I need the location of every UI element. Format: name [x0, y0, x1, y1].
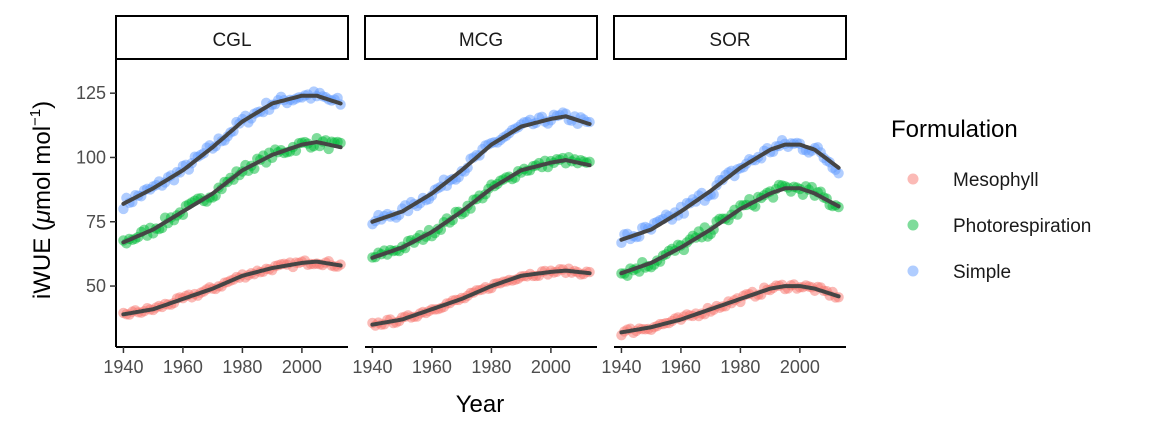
y-axis-title-mu: μ	[29, 210, 56, 224]
legend: Formulation Mesophyll Photorespiration S…	[891, 116, 1091, 283]
legend-label-photorespiration: Photorespiration	[953, 216, 1091, 237]
facet-strip-label-cgl: CGL	[212, 30, 251, 51]
facet-mcg: MCG 1940 1960 1980 2000	[352, 15, 598, 377]
y-tick-label: 100	[76, 147, 106, 167]
y-axis-title-suffix: )	[29, 101, 56, 109]
x-tick-label: 1960	[163, 357, 203, 377]
trend-line-mesophyll-sor	[619, 284, 841, 335]
x-tick-label: 2000	[780, 357, 820, 377]
trend-line-simple-cgl	[121, 93, 343, 206]
x-tick-label: 2000	[282, 357, 322, 377]
trend-line-photorespiration-sor	[619, 186, 841, 276]
x-tick-label: 1980	[222, 357, 262, 377]
y-tick-label: 125	[76, 83, 106, 103]
facet-strip-sor	[613, 15, 847, 60]
facet-strip-cgl	[115, 15, 349, 60]
trend-line-simple-mcg	[370, 114, 592, 224]
x-tick-label: 2000	[531, 357, 571, 377]
legend-title: Formulation	[891, 116, 1018, 143]
legend-key-mesophyll	[907, 173, 919, 185]
legend-key-photorespiration	[907, 219, 919, 231]
facet-strip-label-sor: SOR	[709, 30, 750, 51]
x-axis-title: Year	[456, 391, 505, 418]
x-tick-label: 1980	[471, 357, 511, 377]
x-tick-label: 1940	[352, 357, 392, 377]
facet-sor: SOR 1940 1960 1980 2000	[601, 15, 847, 377]
x-tick-label: 1980	[720, 357, 760, 377]
x-tick-label: 1940	[103, 357, 143, 377]
x-tick-label: 1960	[661, 357, 701, 377]
y-axis-title: iWUE (μmol mol−1)	[27, 101, 56, 299]
trend-line-photorespiration-cgl	[121, 140, 343, 245]
legend-label-mesophyll: Mesophyll	[953, 170, 1039, 191]
trend-line-photorespiration-mcg	[370, 158, 592, 260]
facet-strip-mcg	[364, 15, 598, 60]
trend-line-mesophyll-mcg	[370, 268, 592, 327]
x-tick-label: 1940	[601, 357, 641, 377]
y-tick-label: 75	[86, 212, 106, 232]
data-point	[833, 168, 844, 179]
y-tick-label: 50	[86, 276, 106, 296]
legend-key-simple	[907, 265, 919, 277]
y-axis-title-unit: mol mol	[29, 126, 56, 210]
legend-label-simple: Simple	[953, 262, 1011, 283]
facet-strip-label-mcg: MCG	[459, 30, 503, 51]
facets-layer: CGL 1940 1960 1980 2000 50 75 100 125 MCG 1940 1960…	[76, 15, 847, 377]
trend-line-simple-sor	[619, 142, 841, 242]
y-axis-title-exponent: −1	[27, 109, 44, 126]
facet-cgl: CGL 1940 1960 1980 2000 50 75 100 125	[76, 15, 349, 377]
y-axis-title-prefix: iWUE (	[29, 223, 56, 299]
x-tick-label: 1960	[412, 357, 452, 377]
trend-line-mesophyll-cgl	[121, 259, 343, 317]
